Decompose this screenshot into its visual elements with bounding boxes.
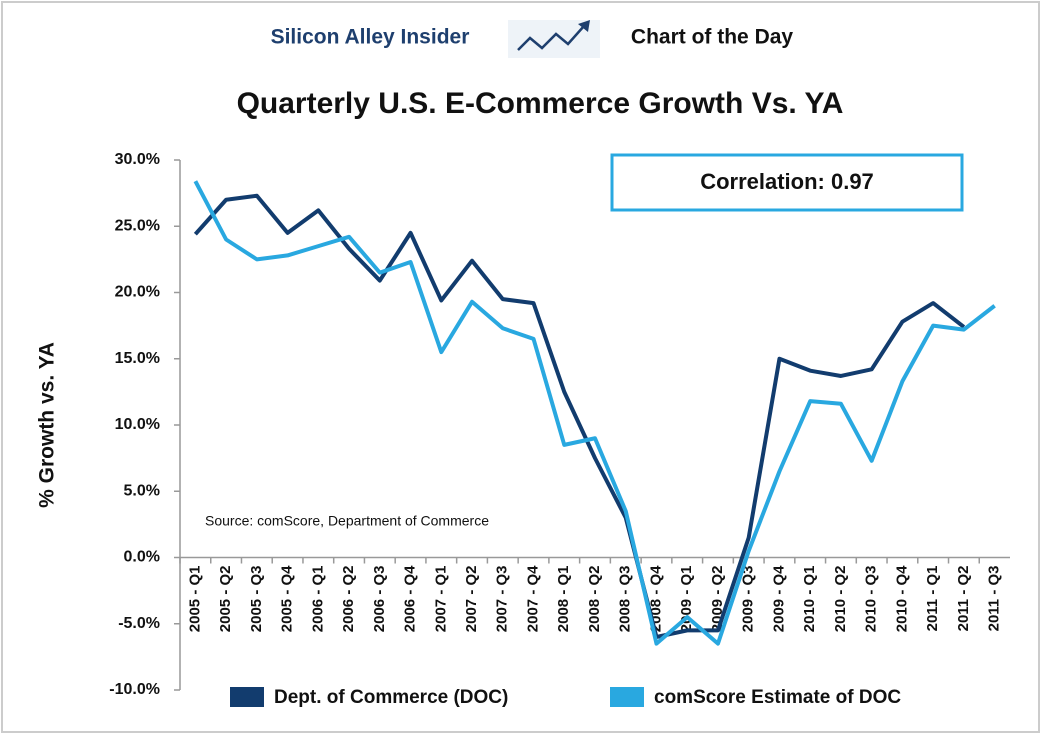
x-tick-label: 2010 - Q3 <box>863 566 880 633</box>
legend-swatch <box>230 687 264 707</box>
legend-label: comScore Estimate of DOC <box>654 687 901 708</box>
x-tick-label: 2010 - Q4 <box>893 565 910 632</box>
series-line <box>193 180 996 646</box>
y-tick-label: -10.0% <box>109 681 160 698</box>
y-tick-label: 20.0% <box>115 284 160 301</box>
x-tick-label: 2011 - Q1 <box>924 566 941 632</box>
x-tick-label: 2007 - Q3 <box>494 566 511 633</box>
y-tick-label: 5.0% <box>124 482 160 499</box>
x-tick-label: 2005 - Q1 <box>186 566 203 633</box>
x-tick-label: 2006 - Q2 <box>340 566 357 633</box>
y-tick-label: -5.0% <box>118 615 160 632</box>
y-tick-label: 30.0% <box>115 151 160 168</box>
x-tick-label: 2006 - Q1 <box>309 566 326 633</box>
x-tick-label: 2007 - Q2 <box>463 566 480 633</box>
header-icon <box>508 20 600 58</box>
legend-label: Dept. of Commerce (DOC) <box>274 687 508 708</box>
y-axis-label: % Growth vs. YA <box>36 342 59 508</box>
y-tick-label: 10.0% <box>115 416 160 433</box>
x-tick-label: 2009 - Q1 <box>678 566 695 633</box>
annotation: Correlation: 0.97 <box>700 169 874 194</box>
y-tick-label: 15.0% <box>115 350 160 367</box>
source-note: Source: comScore, Department of Commerce <box>205 513 489 529</box>
x-tick-label: 2007 - Q1 <box>432 566 449 633</box>
x-tick-label: 2006 - Q4 <box>402 565 419 632</box>
y-tick-label: 25.0% <box>115 217 160 234</box>
x-tick-label: 2009 - Q4 <box>770 565 787 632</box>
header-left: Silicon Alley Insider <box>271 26 470 49</box>
x-tick-label: 2005 - Q4 <box>279 565 296 632</box>
x-tick-label: 2011 - Q3 <box>986 566 1003 632</box>
x-tick-label: 2010 - Q2 <box>832 566 849 633</box>
x-tick-label: 2006 - Q3 <box>371 566 388 633</box>
legend-swatch <box>610 687 644 707</box>
chart-title: Quarterly U.S. E-Commerce Growth Vs. YA <box>237 87 844 120</box>
x-tick-label: 2008 - Q1 <box>555 566 572 633</box>
x-tick-label: 2005 - Q3 <box>248 566 265 633</box>
y-tick-label: 0.0% <box>124 549 160 566</box>
x-tick-label: 2005 - Q2 <box>217 566 234 633</box>
x-tick-label: 2008 - Q2 <box>586 566 603 633</box>
x-tick-label: 2010 - Q1 <box>801 566 818 633</box>
series-line <box>193 193 966 639</box>
x-tick-label: 2011 - Q2 <box>955 566 972 632</box>
x-tick-label: 2007 - Q4 <box>524 565 541 632</box>
annotation-box <box>610 153 964 212</box>
x-tick-label: 2009 - Q3 <box>740 566 757 633</box>
x-tick-label: 2008 - Q3 <box>617 566 634 633</box>
header-right: Chart of the Day <box>631 26 794 49</box>
